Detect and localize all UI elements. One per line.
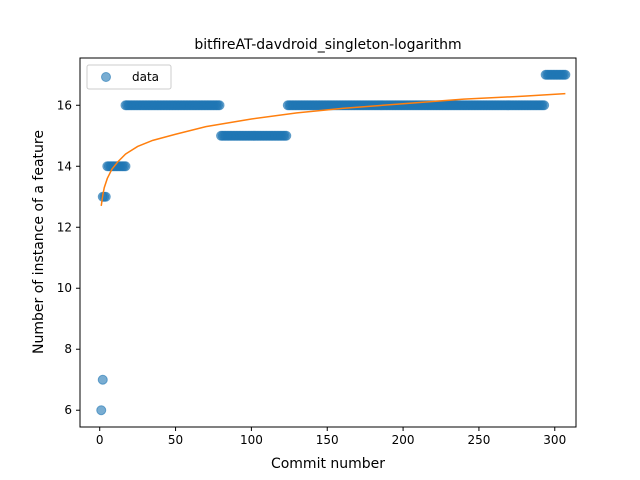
x-tick-label: 0	[96, 433, 104, 447]
x-tick-label: 200	[392, 433, 415, 447]
x-tick-label: 300	[543, 433, 566, 447]
legend-label-data: data	[132, 70, 159, 84]
data-point	[96, 405, 107, 416]
y-tick-label: 14	[57, 159, 72, 173]
x-tick-label: 250	[467, 433, 490, 447]
y-tick-label: 16	[57, 98, 72, 112]
data-point	[214, 100, 225, 111]
data-point	[281, 130, 292, 141]
y-axis-label: Number of instance of a feature	[31, 130, 47, 354]
data-point	[120, 161, 131, 172]
data-point	[560, 69, 571, 80]
y-tick-label: 8	[64, 342, 72, 356]
y-tick-label: 12	[57, 220, 72, 234]
y-tick-label: 10	[57, 281, 72, 295]
x-axis-label: Commit number	[271, 456, 385, 472]
legend-marker-data	[101, 72, 111, 82]
x-tick-label: 150	[316, 433, 339, 447]
chart-title: bitfireAT-davdroid_singleton-logarithm	[194, 37, 461, 53]
legend: data	[86, 64, 172, 90]
legend-box	[86, 64, 172, 90]
plot-frame	[79, 57, 577, 428]
data-point	[539, 100, 550, 111]
x-tick-label: 100	[240, 433, 263, 447]
x-tick-label: 50	[168, 433, 183, 447]
y-tick-label: 6	[64, 403, 72, 417]
data-point	[97, 374, 108, 385]
fit-line	[100, 92, 566, 207]
